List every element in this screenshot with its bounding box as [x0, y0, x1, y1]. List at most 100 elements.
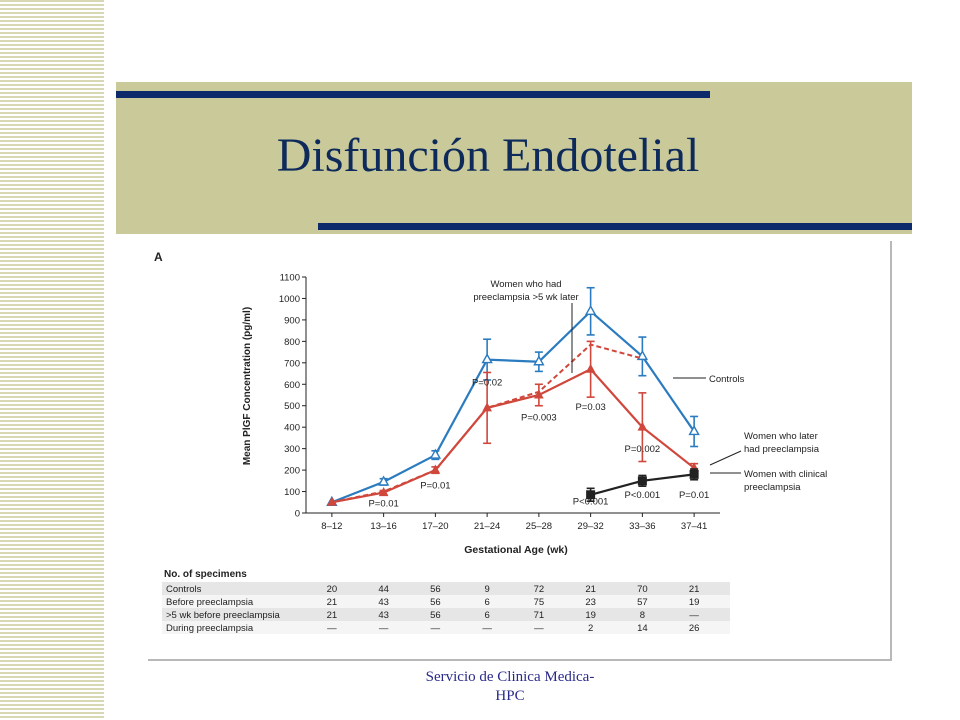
- data-point: [585, 363, 596, 373]
- table-cell: —: [327, 623, 337, 634]
- table-cell: 56: [430, 610, 441, 621]
- label-early-line1: Women who had: [490, 279, 561, 290]
- y-tick-label: 300: [284, 444, 300, 455]
- x-axis-label: Gestational Age (wk): [464, 544, 567, 556]
- data-point: [637, 421, 648, 431]
- label-controls: Controls: [709, 374, 745, 385]
- data-point: [378, 487, 389, 497]
- table-cell: 43: [378, 597, 389, 608]
- table-cell: 14: [637, 623, 648, 634]
- table-cell: 21: [689, 584, 700, 595]
- label-clinical-line2: preeclampsia: [744, 482, 801, 493]
- table-row-label: Controls: [166, 584, 202, 595]
- table-cell: —: [431, 623, 441, 634]
- table-row-band: [162, 582, 730, 595]
- table-cell: 6: [484, 597, 489, 608]
- y-tick-label: 600: [284, 380, 300, 391]
- data-point: [584, 304, 597, 316]
- table-cell: 21: [327, 597, 338, 608]
- data-point: [482, 402, 492, 412]
- table-cell: 26: [689, 623, 700, 634]
- p-value-annotation: P=0.01: [420, 480, 450, 491]
- table-row-band: [162, 595, 730, 608]
- y-tick-label: 900: [284, 315, 300, 326]
- p-value-annotation: P=0.01: [679, 490, 709, 501]
- table-cell: 19: [585, 610, 596, 621]
- title-rule-bottom: [318, 223, 912, 230]
- title-band: [116, 82, 912, 234]
- p-value-annotation: P=0.002: [625, 444, 661, 455]
- table-cell: 43: [378, 610, 389, 621]
- table-cell: 72: [534, 584, 545, 595]
- data-point: [636, 349, 649, 361]
- table-cell: —: [689, 610, 699, 621]
- table-cell: 44: [378, 584, 389, 595]
- table-cell: —: [379, 623, 389, 634]
- y-axis-label: Mean PlGF Concentration (pg/ml): [242, 307, 253, 465]
- x-tick-label: 25–28: [526, 521, 552, 532]
- data-point: [481, 353, 493, 364]
- data-point: [533, 355, 545, 366]
- data-point: [429, 448, 442, 459]
- series-line: [331, 367, 695, 504]
- data-point: [637, 476, 647, 486]
- table-cell: 19: [689, 597, 700, 608]
- p-value-annotation: P=0.03: [575, 402, 605, 413]
- table-cell: 21: [327, 610, 338, 621]
- data-point: [377, 475, 390, 486]
- data-point: [689, 469, 699, 479]
- p-value-annotation: P<0.001: [625, 490, 661, 501]
- table-cell: 2: [588, 623, 593, 634]
- table-cell: 56: [430, 584, 441, 595]
- data-point: [534, 389, 544, 399]
- table-row-label: During preeclampsia: [166, 623, 254, 634]
- table-cell: 6: [484, 610, 489, 621]
- y-tick-label: 1100: [280, 273, 300, 284]
- label-clinical-line1: Women with clinical: [744, 469, 827, 480]
- table-cell: —: [534, 623, 544, 634]
- table-cell: 70: [637, 584, 648, 595]
- y-tick-label: 100: [284, 487, 300, 498]
- table-cell: 71: [534, 610, 545, 621]
- p-value-annotation: P=0.01: [368, 499, 398, 510]
- label-later-line2: had preeclampsia: [744, 444, 820, 455]
- y-tick-label: 700: [284, 358, 300, 369]
- plgf-chart: A 0 100 200 300 400 500 600 700 800 900 1000 1100 8–…: [154, 250, 827, 634]
- y-tick-label: 800: [284, 337, 300, 348]
- p-value-annotation: P<0.001: [573, 496, 609, 507]
- label-early-line2: preeclampsia >5 wk later: [473, 292, 578, 303]
- table-row-label: >5 wk before preeclampsia: [166, 610, 281, 621]
- slide-title: Disfunción Endotelial: [276, 129, 700, 182]
- label-later-leader: [709, 450, 742, 466]
- y-tick-label: 400: [284, 423, 300, 434]
- table-cell: 20: [327, 584, 338, 595]
- footer-line1: Servicio de Clinica Medica-: [425, 669, 595, 685]
- table-cell: 9: [484, 584, 489, 595]
- table-cell: 56: [430, 597, 441, 608]
- table-cell: 8: [640, 610, 645, 621]
- plgf-figure: A 0 100 200 300 400 500 600 700 800 900 1000 1100 8–…: [148, 241, 892, 661]
- x-tick-label: 8–12: [321, 521, 342, 532]
- label-later-line1: Women who later: [744, 431, 818, 442]
- decorative-stripes: [0, 0, 104, 720]
- data-point: [327, 496, 337, 506]
- panel-label: A: [154, 250, 163, 264]
- data-point: [688, 425, 700, 436]
- y-tick-label: 1000: [279, 294, 300, 305]
- y-tick-label: 200: [284, 466, 300, 477]
- table-row-label: Before preeclampsia: [166, 597, 254, 608]
- x-tick-label: 37–41: [681, 521, 707, 532]
- x-tick-label: 33–36: [629, 521, 655, 532]
- table-cell: 57: [637, 597, 648, 608]
- table-row-band: [162, 608, 730, 621]
- table-cell: 21: [585, 584, 596, 595]
- title-rule-top: [116, 91, 710, 98]
- footer-line2: HPC: [495, 688, 525, 704]
- slide-footer: Servicio de Clinica Medica- HPC: [380, 668, 640, 706]
- series-3: [586, 468, 699, 503]
- table-cell: 23: [585, 597, 596, 608]
- series-2: [327, 340, 699, 506]
- table-row-band: [162, 621, 730, 634]
- table-cell: 75: [534, 597, 545, 608]
- x-tick-label: 17–20: [422, 521, 448, 532]
